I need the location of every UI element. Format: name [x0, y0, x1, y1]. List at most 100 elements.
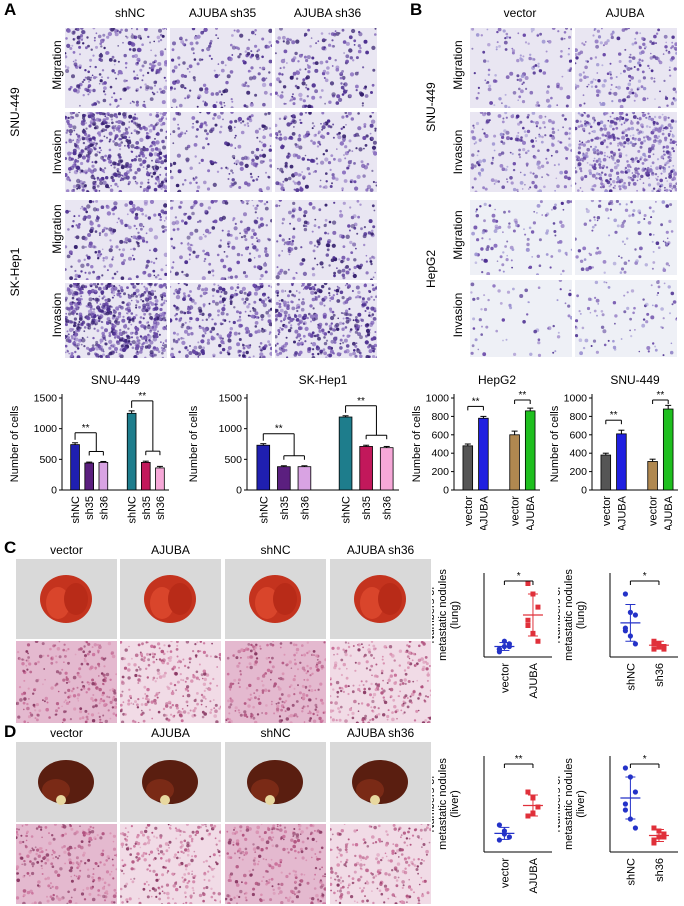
c-organ-photo-3	[330, 559, 431, 639]
x-tick-label: vector	[463, 496, 475, 526]
x-tick-label: sh35	[141, 496, 153, 520]
x-tick-label: vector	[648, 496, 660, 526]
data-point	[651, 840, 657, 846]
bar-shNC	[70, 444, 80, 491]
data-point	[622, 591, 628, 597]
row-label-skhep1-a: SK-Hep1	[8, 247, 22, 297]
data-point	[661, 831, 667, 837]
micrograph-a-r2-c0	[65, 200, 167, 280]
y-tick-label: 800	[431, 411, 449, 423]
y-axis-label: Numbers ofmetastatic nodules(lung)	[558, 569, 587, 661]
y-tick-label: 200	[431, 466, 449, 478]
data-point	[525, 617, 531, 623]
chart-title: SNU-449	[91, 373, 141, 387]
y-tick-label: 1500	[34, 393, 58, 405]
d-col-label-3: AJUBA sh36	[346, 726, 415, 740]
bar-sh36	[98, 462, 109, 491]
col-label-shnc: shNC	[114, 6, 145, 20]
y-tick-label: 500	[39, 454, 57, 466]
micrograph-a-r0-c2	[275, 28, 377, 108]
significance-label: **	[357, 396, 365, 407]
data-point	[622, 625, 628, 631]
bar-sh35	[359, 446, 373, 491]
x-tick-label: AJUBA	[525, 495, 537, 530]
c-he-section-0	[16, 641, 117, 723]
micrograph-a-r3-c0	[65, 283, 167, 358]
x-tick-label: vector	[601, 496, 613, 526]
micrograph-b-r0-c1	[575, 28, 677, 108]
micrograph-b-r1-c1	[575, 112, 677, 192]
bar-sh36	[155, 467, 165, 491]
bar-sh35	[277, 466, 291, 491]
bar-shNC	[256, 444, 271, 491]
data-point	[632, 825, 638, 831]
c-col-label-0: vector	[50, 543, 83, 557]
scatter-lung-shnc-sh36: Numbers ofmetastatic nodules(lung) shNC sh…	[558, 569, 678, 691]
micrograph-b-r1-c0	[470, 112, 572, 192]
y-axis-label: Numbers ofmetastatic nodules(liver)	[558, 758, 587, 850]
significance-label: *	[643, 754, 647, 765]
bar-vector	[647, 461, 658, 491]
x-tick-label: vector	[510, 496, 522, 526]
data-point	[622, 807, 628, 813]
chart-title: SNU-449	[610, 373, 660, 387]
bar-vector	[600, 454, 612, 491]
x-tick-label: sh35	[361, 496, 373, 520]
bar-AJUBA	[524, 410, 536, 491]
c-he-section-2	[225, 641, 326, 723]
significance-label: **	[657, 390, 665, 401]
y-tick-label: 400	[569, 448, 587, 460]
micrograph-b-r2-c0	[470, 200, 572, 275]
y-axis-label: Number of cells	[188, 405, 200, 482]
significance-label: **	[515, 754, 523, 765]
x-tick-label: shNC	[625, 663, 637, 691]
data-point	[661, 644, 667, 649]
x-tick-label: AJUBA	[616, 495, 628, 530]
y-tick-label: 600	[569, 429, 587, 441]
d-organ-photo-3	[330, 742, 431, 822]
c-organ-photo-2	[225, 559, 326, 639]
data-point	[622, 801, 628, 807]
d-col-label-1: AJUBA	[151, 726, 190, 740]
row-label-migration-a2: Migration	[50, 204, 64, 254]
d-he-section-1	[120, 824, 221, 904]
c-col-label-2: shNC	[260, 543, 291, 557]
chart-title: HepG2	[478, 373, 516, 387]
x-tick-label: AJUBA	[478, 495, 490, 530]
x-tick-label: shNC	[70, 496, 82, 524]
data-point	[506, 834, 512, 840]
x-tick-label: sh36	[98, 496, 110, 520]
data-point	[622, 765, 628, 771]
bar-sh35	[141, 462, 151, 491]
bar-AJUBA	[478, 417, 489, 491]
micrograph-b-r3-c1	[575, 280, 677, 357]
col-label-ajuba-sh36: AJUBA sh36	[293, 6, 362, 20]
micrograph-a-r0-c1	[170, 28, 272, 108]
x-tick-label: sh35	[84, 496, 96, 520]
x-tick-label: AJUBA	[663, 495, 675, 530]
c-col-label-1: AJUBA	[151, 543, 190, 557]
micrograph-b-r2-c1	[575, 200, 677, 275]
y-tick-label: 1000	[34, 423, 58, 435]
y-tick-label: 1000	[564, 393, 588, 405]
y-tick-label: 500	[224, 454, 242, 466]
data-point	[651, 837, 657, 843]
micrograph-a-r3-c2	[275, 283, 377, 358]
significance-label: **	[610, 410, 618, 421]
x-tick-label: shNC	[625, 858, 637, 886]
data-point	[496, 822, 502, 828]
micrograph-a-r0-c0	[65, 28, 167, 108]
c-he-section-1	[120, 641, 221, 723]
x-tick-label: vector	[499, 663, 511, 693]
d-organ-photo-2	[225, 742, 326, 822]
y-tick-label: 0	[443, 485, 449, 497]
d-col-label-2: shNC	[260, 726, 291, 740]
data-point	[496, 837, 502, 843]
bar-vector	[462, 445, 474, 491]
data-point	[632, 641, 638, 647]
panel-label-c: C	[4, 538, 17, 557]
data-point	[525, 623, 531, 628]
